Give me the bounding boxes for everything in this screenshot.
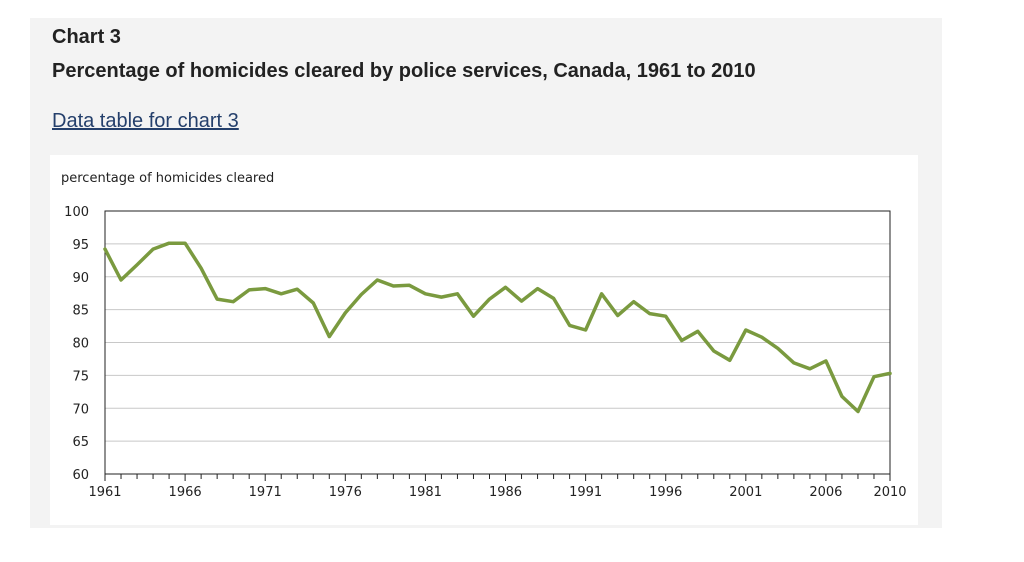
x-tick-label-1996: 1996 xyxy=(649,485,682,500)
x-tick-label-1961: 1961 xyxy=(88,485,121,500)
x-tick-label-2010: 2010 xyxy=(873,485,906,500)
y-tick-label-100: 100 xyxy=(64,205,89,220)
y-tick-label-85: 85 xyxy=(72,304,89,319)
x-tick-label-1991: 1991 xyxy=(569,485,602,500)
x-tick-label-2006: 2006 xyxy=(809,485,842,500)
line-chart: percentage of homicides cleared 60 65 70 75 8… xyxy=(61,171,907,500)
x-tick-label-1986: 1986 xyxy=(489,485,522,500)
data-table-link[interactable]: Data table for chart 3 xyxy=(52,110,239,132)
x-tick-label-1971: 1971 xyxy=(249,485,282,500)
y-tick-label-70: 70 xyxy=(72,402,89,417)
x-tick-label-1981: 1981 xyxy=(409,485,442,500)
chart-area: percentage of homicides cleared 60 65 70 75 8… xyxy=(50,155,918,525)
chart-title: Percentage of homicides cleared by polic… xyxy=(52,60,756,82)
plot-frame xyxy=(104,210,891,475)
y-tick-label-80: 80 xyxy=(72,337,89,352)
x-tick-label-2001: 2001 xyxy=(729,485,762,500)
x-tick-label-1976: 1976 xyxy=(329,485,362,500)
series-line-0 xyxy=(103,241,892,414)
y-tick-label-90: 90 xyxy=(72,271,89,286)
x-tick-label-1966: 1966 xyxy=(169,485,202,500)
y-tick-label-95: 95 xyxy=(72,238,89,253)
y-tick-label-75: 75 xyxy=(72,369,89,384)
chart-number: Chart 3 xyxy=(52,26,121,48)
y-tick-label-60: 60 xyxy=(72,468,89,483)
y-tick-label-65: 65 xyxy=(72,435,89,450)
y-axis-label: percentage of homicides cleared xyxy=(61,171,274,186)
